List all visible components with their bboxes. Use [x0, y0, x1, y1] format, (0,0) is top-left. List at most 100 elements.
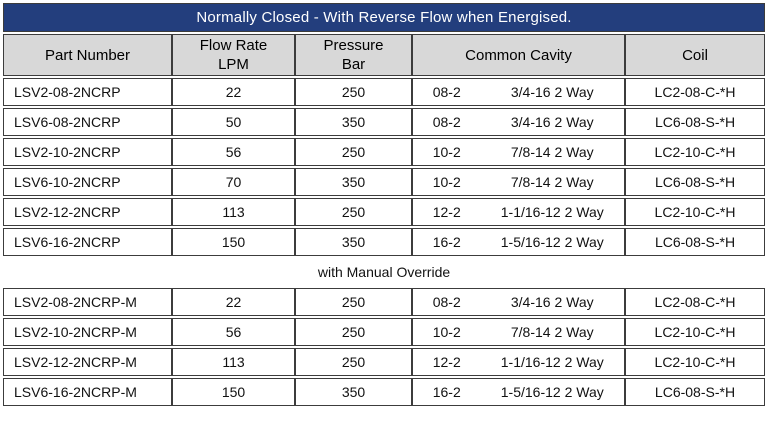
col-header-coil: Coil: [625, 34, 766, 76]
cavity-code: 08-2: [432, 84, 461, 100]
col-header-flow-rate: Flow Rate LPM: [172, 34, 295, 76]
pressure-cell: 250: [295, 138, 412, 166]
cavity-values: 12-2 1-1/16-12 2 Way: [413, 204, 624, 220]
coil-cell: LC2-10-C-*H: [625, 138, 766, 166]
cavity-values: 10-2 7/8-14 2 Way: [413, 174, 624, 190]
cavity-thread: 3/4-16 2 Way: [510, 114, 594, 130]
coil-cell: LC6-08-S-*H: [625, 378, 765, 406]
cavity-code: 12-2: [432, 204, 461, 220]
flow-rate-cell: 113: [172, 198, 295, 226]
col-header-part-number: Part Number: [3, 34, 172, 76]
table-row: LSV2-10-2NCRP 56 250 10-2 7/8-14 2 Way LC…: [3, 138, 766, 166]
cavity-values: 12-2 1-1/16-12 2 Way: [413, 354, 624, 370]
flow-rate-cell: 22: [172, 288, 295, 316]
table-row: LSV6-16-2NCRP 150 350 16-2 1-5/16-12 2 Wa…: [3, 228, 766, 256]
table-row: LSV6-08-2NCRP 50 350 08-2 3/4-16 2 Way LC…: [3, 108, 766, 136]
cavity-code: 10-2: [432, 174, 461, 190]
cavity-code: 10-2: [432, 324, 461, 340]
cavity-code: 12-2: [432, 354, 461, 370]
table-title: Normally Closed - With Reverse Flow when…: [3, 3, 766, 32]
cavity-code: 16-2: [432, 384, 461, 400]
normally-closed-table: Normally Closed - With Reverse Flow when…: [3, 1, 766, 258]
title-row: Normally Closed - With Reverse Flow when…: [3, 3, 766, 32]
cavity-cell: 12-2 1-1/16-12 2 Way: [412, 198, 625, 226]
cavity-values: 10-2 7/8-14 2 Way: [413, 324, 624, 340]
coil-cell: LC6-08-S-*H: [625, 168, 766, 196]
flow-rate-cell: 56: [172, 318, 295, 346]
flow-rate-cell: 113: [172, 348, 295, 376]
cavity-thread: 7/8-14 2 Way: [510, 324, 594, 340]
manual-override-table: LSV2-08-2NCRP-M 22 250 08-2 3/4-16 2 Way …: [3, 286, 765, 408]
flow-rate-cell: 150: [172, 378, 295, 406]
part-number-cell: LSV6-16-2NCRP: [3, 228, 172, 256]
flow-rate-cell: 22: [172, 78, 295, 106]
cavity-values: 10-2 7/8-14 2 Way: [413, 144, 624, 160]
cavity-thread: 7/8-14 2 Way: [510, 144, 594, 160]
cavity-cell: 12-2 1-1/16-12 2 Way: [412, 348, 625, 376]
cavity-cell: 08-2 3/4-16 2 Way: [412, 108, 625, 136]
cavity-thread: 3/4-16 2 Way: [510, 294, 594, 310]
col-header-common-cavity: Common Cavity: [412, 34, 625, 76]
cavity-thread: 1-5/16-12 2 Way: [500, 234, 604, 250]
cavity-cell: 16-2 1-5/16-12 2 Way: [412, 378, 625, 406]
part-number-cell: LSV2-12-2NCRP-M: [3, 348, 172, 376]
cavity-cell: 10-2 7/8-14 2 Way: [412, 168, 625, 196]
part-number-cell: LSV2-12-2NCRP: [3, 198, 172, 226]
flow-rate-cell: 50: [172, 108, 295, 136]
part-number-cell: LSV2-08-2NCRP: [3, 78, 172, 106]
flow-rate-cell: 70: [172, 168, 295, 196]
flow-rate-label-line1: Flow Rate: [199, 37, 268, 54]
table-row: LSV6-16-2NCRP-M 150 350 16-2 1-5/16-12 2 …: [3, 378, 765, 406]
coil-cell: LC2-10-C-*H: [625, 318, 765, 346]
coil-cell: LC2-10-C-*H: [625, 348, 765, 376]
pressure-cell: 250: [295, 318, 412, 346]
cavity-values: 08-2 3/4-16 2 Way: [413, 294, 624, 310]
coil-cell: LC2-08-C-*H: [625, 288, 765, 316]
cavity-values: 08-2 3/4-16 2 Way: [413, 84, 624, 100]
pressure-cell: 350: [295, 228, 412, 256]
cavity-code: 16-2: [432, 234, 461, 250]
coil-cell: LC2-10-C-*H: [625, 198, 766, 226]
cavity-thread: 1-1/16-12 2 Way: [500, 354, 604, 370]
flow-rate-cell: 56: [172, 138, 295, 166]
cavity-cell: 16-2 1-5/16-12 2 Way: [412, 228, 625, 256]
cavity-thread: 1-1/16-12 2 Way: [500, 204, 604, 220]
cavity-code: 08-2: [432, 114, 461, 130]
cavity-thread: 7/8-14 2 Way: [510, 174, 594, 190]
flow-rate-cell: 150: [172, 228, 295, 256]
cavity-cell: 08-2 3/4-16 2 Way: [412, 78, 625, 106]
table-row: LSV2-08-2NCRP-M 22 250 08-2 3/4-16 2 Way …: [3, 288, 765, 316]
cavity-code: 08-2: [432, 294, 461, 310]
cavity-values: 16-2 1-5/16-12 2 Way: [413, 234, 624, 250]
pressure-cell: 350: [295, 108, 412, 136]
pressure-cell: 250: [295, 348, 412, 376]
cavity-cell: 10-2 7/8-14 2 Way: [412, 318, 625, 346]
coil-cell: LC6-08-S-*H: [625, 108, 766, 136]
cavity-cell: 10-2 7/8-14 2 Way: [412, 138, 625, 166]
pressure-label-line1: Pressure: [323, 37, 384, 54]
cavity-cell: 08-2 3/4-16 2 Way: [412, 288, 625, 316]
cavity-values: 08-2 3/4-16 2 Way: [413, 114, 624, 130]
flow-rate-label-line2: LPM: [218, 56, 249, 73]
pressure-cell: 250: [295, 78, 412, 106]
pressure-cell: 250: [295, 288, 412, 316]
table-row: LSV6-10-2NCRP 70 350 10-2 7/8-14 2 Way LC…: [3, 168, 766, 196]
table-row: LSV2-12-2NCRP 113 250 12-2 1-1/16-12 2 Wa…: [3, 198, 766, 226]
cavity-values: 16-2 1-5/16-12 2 Way: [413, 384, 624, 400]
pressure-label-line2: Bar: [341, 56, 366, 73]
part-number-cell: LSV2-10-2NCRP-M: [3, 318, 172, 346]
coil-cell: LC2-08-C-*H: [625, 78, 766, 106]
pressure-cell: 350: [295, 378, 412, 406]
part-number-cell: LSV6-08-2NCRP: [3, 108, 172, 136]
part-number-cell: LSV2-10-2NCRP: [3, 138, 172, 166]
manual-override-section-label: with Manual Override: [3, 258, 765, 286]
cavity-thread: 3/4-16 2 Way: [510, 84, 594, 100]
pressure-cell: 250: [295, 198, 412, 226]
table-row: LSV2-10-2NCRP-M 56 250 10-2 7/8-14 2 Way …: [3, 318, 765, 346]
cavity-code: 10-2: [432, 144, 461, 160]
part-number-cell: LSV6-10-2NCRP: [3, 168, 172, 196]
part-number-cell: LSV6-16-2NCRP-M: [3, 378, 172, 406]
part-number-cell: LSV2-08-2NCRP-M: [3, 288, 172, 316]
col-header-pressure: Pressure Bar: [295, 34, 412, 76]
